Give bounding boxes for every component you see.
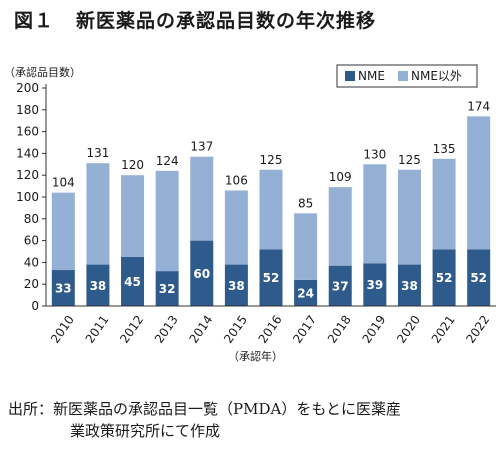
bar-non-nme xyxy=(397,169,421,265)
total-value-label: 106 xyxy=(225,173,248,187)
bar-non-nme xyxy=(121,175,145,257)
total-value-label: 109 xyxy=(329,170,352,184)
nme-value-label: 38 xyxy=(228,279,245,293)
y-tick-label: 140 xyxy=(16,146,39,160)
bar-nme xyxy=(328,265,352,306)
total-value-label: 137 xyxy=(190,140,213,154)
y-tick-label: 60 xyxy=(24,234,39,248)
legend: NME NME以外 xyxy=(336,64,478,88)
nme-value-label: 38 xyxy=(401,279,418,293)
y-tick-label: 160 xyxy=(16,125,39,139)
x-tick-label: 2020 xyxy=(394,313,423,346)
bar-non-nme xyxy=(155,170,179,272)
total-value-label: 125 xyxy=(260,153,283,167)
x-tick-label: 2010 xyxy=(48,313,77,346)
bar-nme xyxy=(294,279,318,306)
bar-non-nme xyxy=(294,213,318,280)
x-tick-label: 2022 xyxy=(463,313,492,346)
x-tick-label: 2013 xyxy=(152,313,181,346)
nme-value-label: 52 xyxy=(436,271,453,285)
bar-non-nme xyxy=(86,163,110,265)
y-tick-label: 20 xyxy=(24,277,39,291)
x-tick-label: 2021 xyxy=(429,313,458,346)
total-value-label: 124 xyxy=(156,154,179,168)
total-value-label: 174 xyxy=(467,99,490,113)
nme-value-label: 52 xyxy=(470,271,487,285)
y-tick-label: 180 xyxy=(16,103,39,117)
x-tick-label: 2015 xyxy=(221,313,250,346)
bar-non-nme xyxy=(467,116,491,250)
x-tick-label: 2017 xyxy=(290,313,319,346)
source-note: 出所：新医薬品の承認品目一覧（PMDA）をもとに医薬産 業政策研究所にて作成 xyxy=(8,398,401,442)
chart-title: 図１ 新医薬品の承認品目数の年次推移 xyxy=(14,6,376,33)
nme-value-label: 39 xyxy=(366,278,383,292)
bar-non-nme xyxy=(224,190,248,265)
bar-nme xyxy=(432,249,456,306)
total-value-label: 135 xyxy=(433,142,456,156)
y-tick-label: 40 xyxy=(24,255,39,269)
nme-value-label: 33 xyxy=(55,282,72,296)
source-label: 出所： xyxy=(8,400,54,418)
figure-number: 図１ xyxy=(14,10,55,32)
y-tick-label: 120 xyxy=(16,168,39,182)
y-tick-label: 0 xyxy=(31,299,39,313)
bar-nme xyxy=(155,271,179,306)
bar-nme xyxy=(467,249,491,306)
bar-nme xyxy=(190,240,214,306)
y-axis-label: （承認品目数） xyxy=(4,65,81,79)
bar-nme xyxy=(397,264,421,306)
bar-nme xyxy=(259,249,283,306)
x-tick-label: 2011 xyxy=(83,313,112,346)
nme-value-label: 37 xyxy=(332,279,349,293)
total-value-label: 130 xyxy=(363,147,386,161)
x-tick-label: 2014 xyxy=(186,313,215,346)
total-value-label: 125 xyxy=(398,153,421,167)
x-axis: 2010 2011 2012 2013 2014 2015 2016 2017 2018 2019… xyxy=(46,305,496,346)
bar-nme xyxy=(363,263,387,306)
bar-non-nme xyxy=(259,169,283,250)
bar-non-nme xyxy=(432,158,456,250)
total-value-label: 104 xyxy=(52,176,75,190)
source-line-2: 業政策研究所にて作成 xyxy=(70,422,221,440)
bar-non-nme xyxy=(328,187,352,266)
bar-nme xyxy=(86,264,110,306)
title-text: 新医薬品の承認品目数の年次推移 xyxy=(76,10,377,32)
x-tick-label: 2018 xyxy=(325,313,354,346)
nme-value-label: 38 xyxy=(90,279,107,293)
bar-nme xyxy=(224,264,248,306)
nme-value-label: 60 xyxy=(193,267,210,281)
stacked-bar-chart: （承認品目数） （承認年） NME NME以外 0 20 40 60 80 100 120 1… xyxy=(4,64,496,363)
bar-nme xyxy=(51,270,75,306)
bar-non-nme xyxy=(363,164,387,264)
bar-nme xyxy=(121,256,145,306)
y-axis: 0 20 40 60 80 100 120 140 160 180 200 xyxy=(16,81,47,313)
x-tick-label: 2016 xyxy=(256,313,285,346)
bars: 33 104 38 131 45 120 32 124 60 137 38 106 52 125 24 85 3… xyxy=(51,99,491,306)
total-value-label: 131 xyxy=(86,146,109,160)
y-tick-label: 100 xyxy=(16,190,39,204)
y-tick-label: 80 xyxy=(24,212,39,226)
legend-swatch-nme xyxy=(345,71,355,81)
bar-non-nme xyxy=(51,192,75,271)
legend-swatch-non-nme xyxy=(398,71,408,81)
source-line-1: 新医薬品の承認品目一覧（PMDA）をもとに医薬産 xyxy=(53,400,402,418)
total-value-label: 120 xyxy=(121,158,144,172)
x-axis-label: （承認年） xyxy=(228,349,283,363)
x-tick-label: 2019 xyxy=(360,313,389,346)
nme-value-label: 24 xyxy=(297,286,314,300)
bar-non-nme xyxy=(190,156,214,241)
nme-value-label: 45 xyxy=(124,275,141,289)
y-tick-label: 200 xyxy=(16,81,39,95)
nme-value-label: 32 xyxy=(159,282,176,296)
total-value-label: 85 xyxy=(298,196,313,210)
x-tick-label: 2012 xyxy=(117,313,146,346)
legend-label-nme: NME xyxy=(358,69,385,83)
nme-value-label: 52 xyxy=(263,271,280,285)
legend-label-non-nme: NME以外 xyxy=(411,69,462,83)
